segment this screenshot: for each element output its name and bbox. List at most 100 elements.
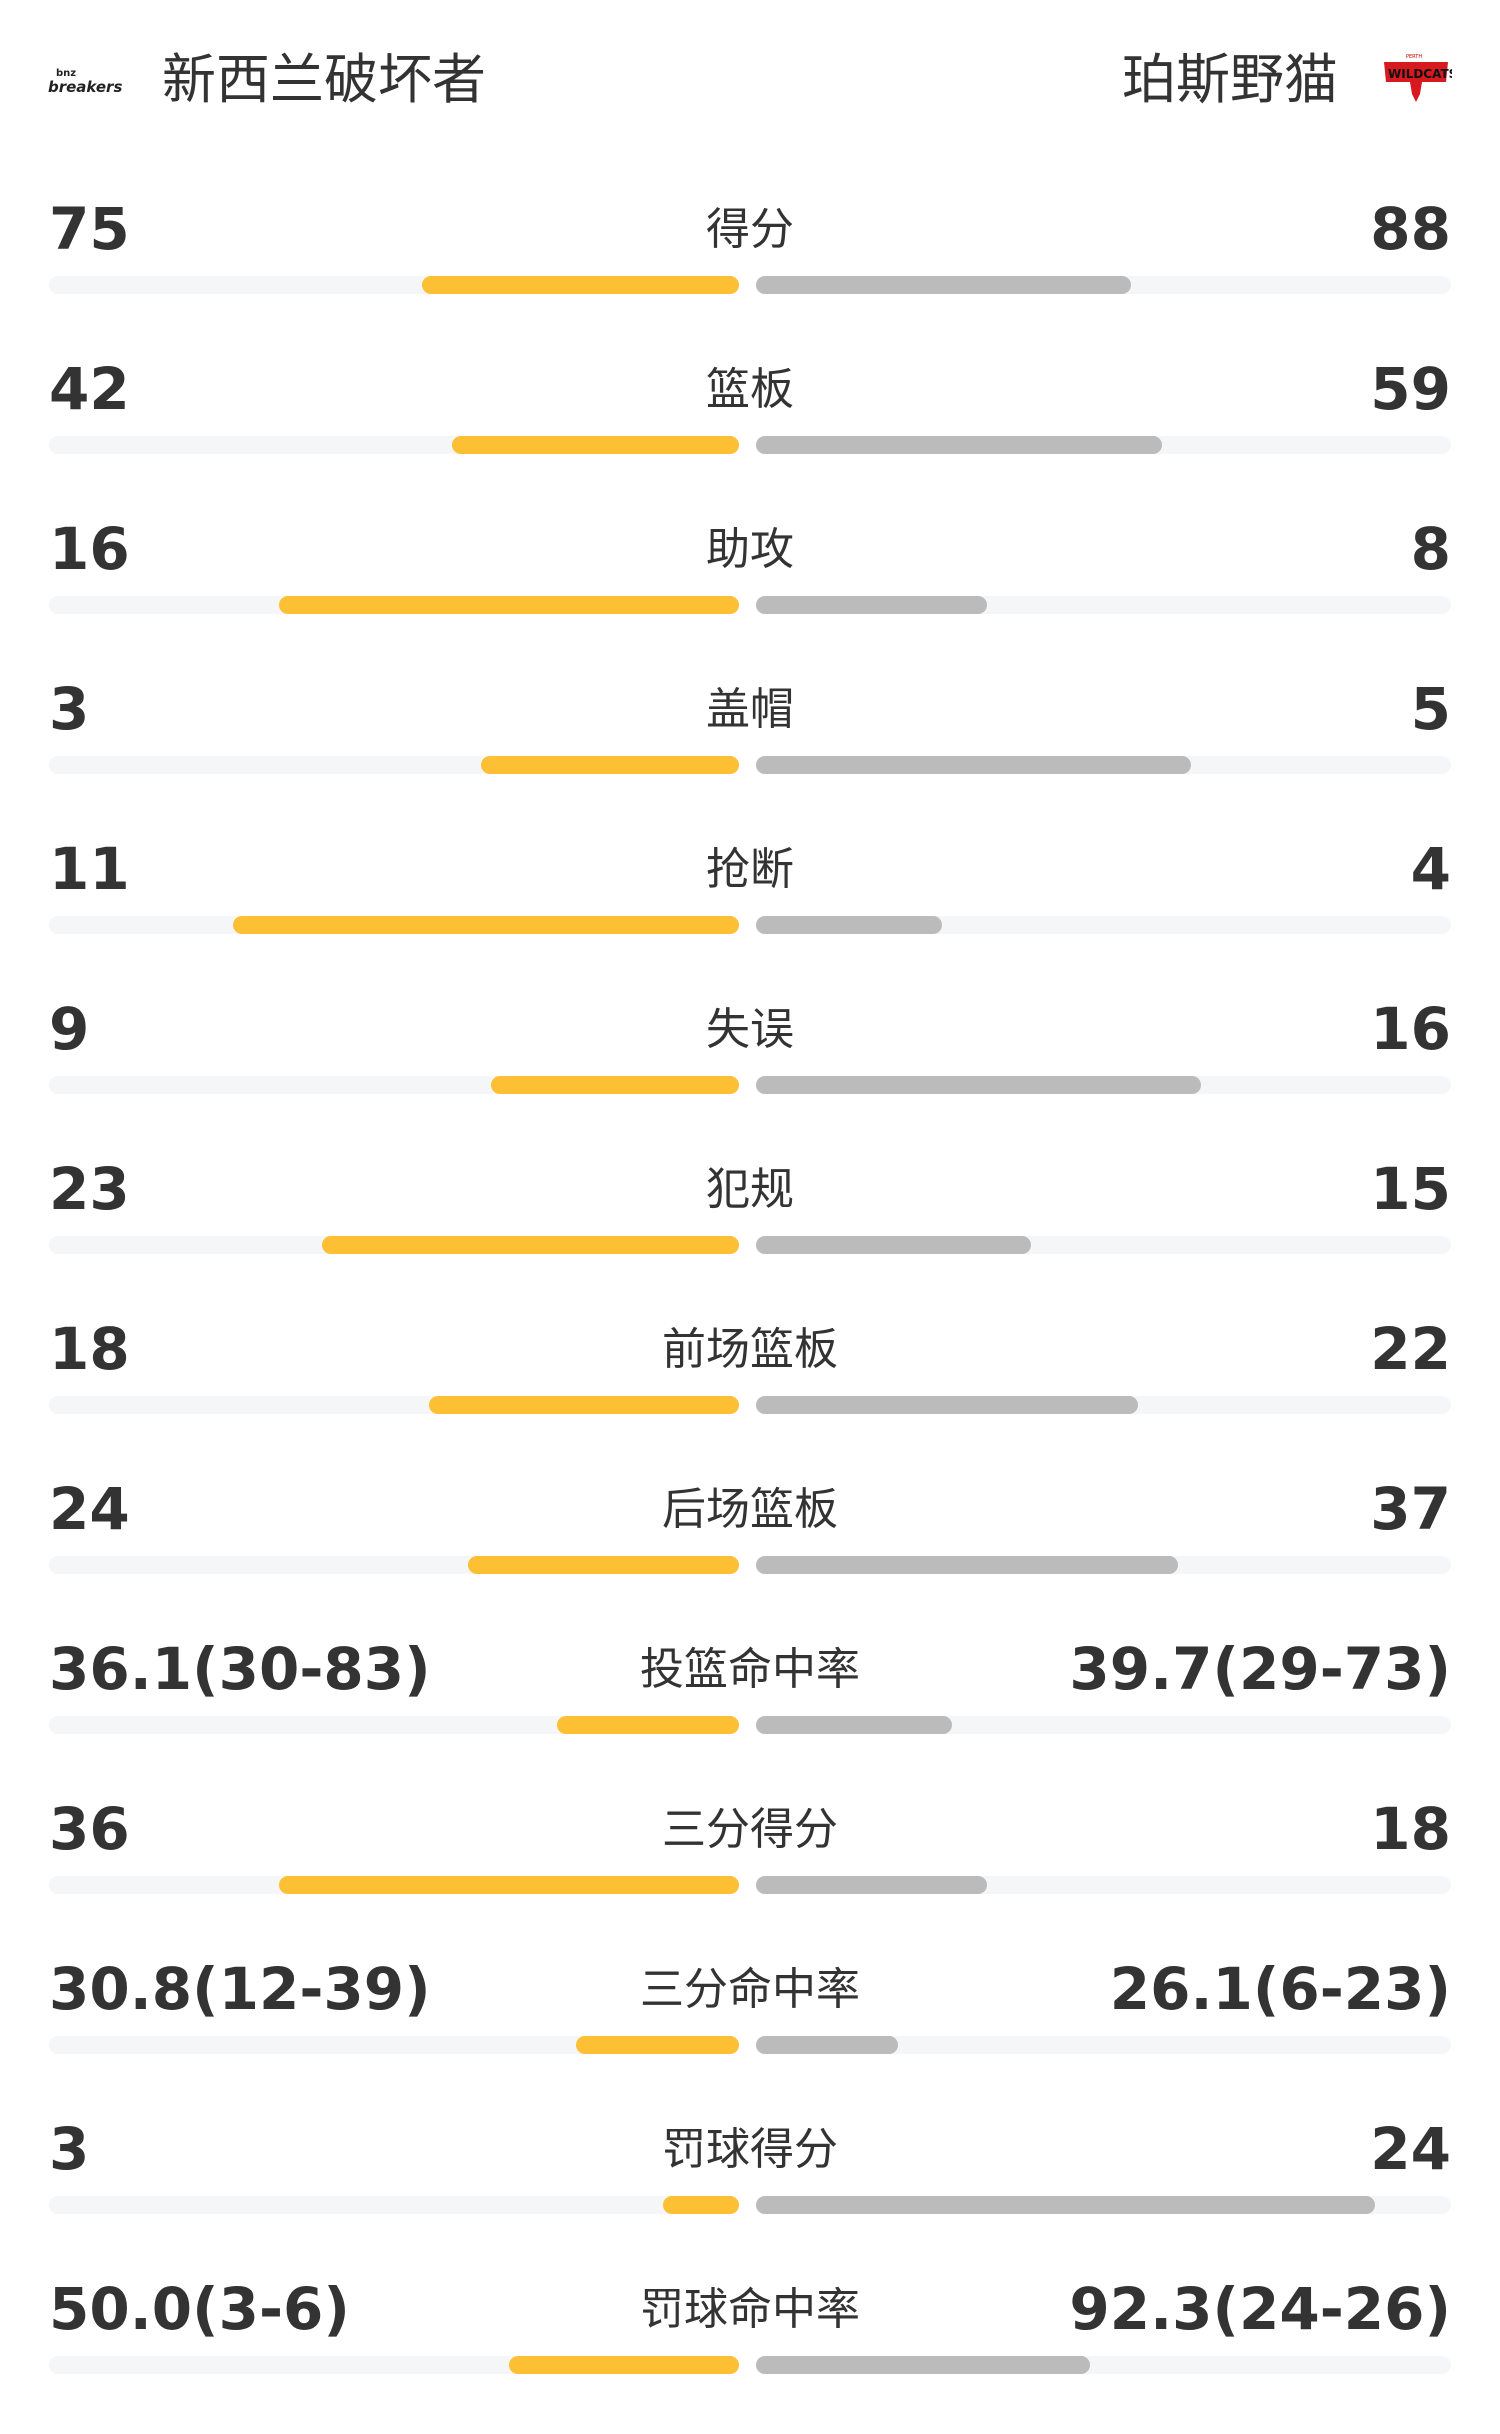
away-value: 5 xyxy=(1410,675,1451,743)
home-bar-track xyxy=(49,2356,739,2374)
stat-row: 36 三分得分 18 xyxy=(49,1794,1451,1954)
away-bar-track xyxy=(756,436,1451,454)
away-value: 15 xyxy=(1370,1155,1451,1223)
stat-row: 3 盖帽 5 xyxy=(49,674,1451,834)
home-value: 36 xyxy=(49,1795,130,1863)
away-value: 92.3(24-26) xyxy=(1069,2275,1451,2343)
home-bar-track xyxy=(49,1236,739,1254)
home-value: 75 xyxy=(49,195,130,263)
home-bar-track xyxy=(49,276,739,294)
svg-text:bnz: bnz xyxy=(56,68,76,79)
away-bar xyxy=(756,1876,988,1894)
home-bar-track xyxy=(49,1556,739,1574)
away-bar xyxy=(756,2196,1375,2214)
away-bar-track xyxy=(756,916,1451,934)
stat-label: 助攻 xyxy=(706,524,794,575)
stat-row: 24 后场篮板 37 xyxy=(49,1474,1451,1634)
stat-label: 三分命中率 xyxy=(640,1964,860,2015)
home-value: 36.1(30-83) xyxy=(49,1635,431,1703)
home-bar xyxy=(480,756,739,774)
away-bar xyxy=(756,916,942,934)
home-value: 11 xyxy=(49,835,130,903)
stat-label: 三分得分 xyxy=(662,1804,838,1855)
home-value: 42 xyxy=(49,355,130,423)
home-bar-track xyxy=(49,1876,739,1894)
away-bar-track xyxy=(756,1076,1451,1094)
away-value: 88 xyxy=(1370,195,1451,263)
home-bar-track xyxy=(49,596,739,614)
away-bar xyxy=(756,2356,1090,2374)
home-bar xyxy=(278,1876,739,1894)
stat-label: 后场篮板 xyxy=(662,1484,838,1535)
away-value: 24 xyxy=(1370,2115,1451,2183)
stat-label: 盖帽 xyxy=(706,684,794,735)
home-bar-track xyxy=(49,756,739,774)
svg-text:WILDCATS: WILDCATS xyxy=(1388,67,1452,81)
away-value: 8 xyxy=(1410,515,1451,583)
away-bar-track xyxy=(756,596,1451,614)
away-bar xyxy=(756,1236,1031,1254)
svg-text:PERTH: PERTH xyxy=(1406,54,1422,60)
wildcats-logo: PERTH WILDCATS xyxy=(1384,54,1452,102)
home-value: 23 xyxy=(49,1155,130,1223)
teams-header: bnz breakers 新西兰破坏者 珀斯野猫 PERTH WILDCATS xyxy=(0,0,1500,160)
away-value: 16 xyxy=(1370,995,1451,1063)
away-bar-track xyxy=(756,1396,1451,1414)
stat-row: 75 得分 88 xyxy=(49,194,1451,354)
stat-label: 罚球得分 xyxy=(662,2124,838,2175)
home-bar xyxy=(421,276,739,294)
away-value: 18 xyxy=(1370,1795,1451,1863)
home-bar-track xyxy=(49,2036,739,2054)
away-bar-track xyxy=(756,1716,1451,1734)
stat-label: 篮板 xyxy=(706,364,794,415)
stat-label: 前场篮板 xyxy=(662,1324,838,1375)
home-bar-track xyxy=(49,1396,739,1414)
away-bar xyxy=(756,596,988,614)
away-bar-track xyxy=(756,2036,1451,2054)
home-bar-track xyxy=(49,436,739,454)
away-value: 4 xyxy=(1410,835,1451,903)
away-value: 22 xyxy=(1370,1315,1451,1383)
home-value: 24 xyxy=(49,1475,130,1543)
home-bar xyxy=(451,436,739,454)
stat-row: 50.0(3-6) 罚球命中率 92.3(24-26) xyxy=(49,2274,1451,2434)
home-team-name: 新西兰破坏者 xyxy=(162,48,486,111)
away-bar-track xyxy=(756,1236,1451,1254)
stat-row: 30.8(12-39) 三分命中率 26.1(6-23) xyxy=(49,1954,1451,2114)
home-value: 50.0(3-6) xyxy=(49,2275,350,2343)
home-value: 9 xyxy=(49,995,90,1063)
away-bar xyxy=(756,436,1162,454)
stat-row: 3 罚球得分 24 xyxy=(49,2114,1451,2274)
stat-row: 9 失误 16 xyxy=(49,994,1451,1154)
stat-label: 失误 xyxy=(706,1004,794,1055)
stat-row: 11 抢断 4 xyxy=(49,834,1451,994)
away-bar-track xyxy=(756,1556,1451,1574)
away-bar-track xyxy=(756,2356,1451,2374)
stat-label: 犯规 xyxy=(706,1164,794,1215)
stat-label: 得分 xyxy=(706,204,794,255)
away-bar-track xyxy=(756,1876,1451,1894)
away-bar-track xyxy=(756,276,1451,294)
home-bar xyxy=(278,596,739,614)
home-value: 30.8(12-39) xyxy=(49,1955,431,2023)
home-bar-track xyxy=(49,916,739,934)
stat-row: 36.1(30-83) 投篮命中率 39.7(29-73) xyxy=(49,1634,1451,1794)
stat-label: 抢断 xyxy=(706,844,794,895)
away-bar xyxy=(756,2036,899,2054)
away-bar xyxy=(756,276,1132,294)
home-value: 18 xyxy=(49,1315,130,1383)
breakers-logo: bnz breakers xyxy=(48,68,122,96)
home-value: 16 xyxy=(49,515,130,583)
home-bar xyxy=(556,1716,739,1734)
stat-label: 投篮命中率 xyxy=(640,1644,860,1695)
home-bar-track xyxy=(49,1716,739,1734)
svg-text:breakers: breakers xyxy=(48,78,122,96)
away-value: 59 xyxy=(1370,355,1451,423)
away-bar-track xyxy=(756,756,1451,774)
away-bar xyxy=(756,1716,952,1734)
home-bar-track xyxy=(49,1076,739,1094)
away-value: 39.7(29-73) xyxy=(1069,1635,1451,1703)
home-bar xyxy=(576,2036,739,2054)
away-value: 37 xyxy=(1370,1475,1451,1543)
away-bar xyxy=(756,1396,1139,1414)
